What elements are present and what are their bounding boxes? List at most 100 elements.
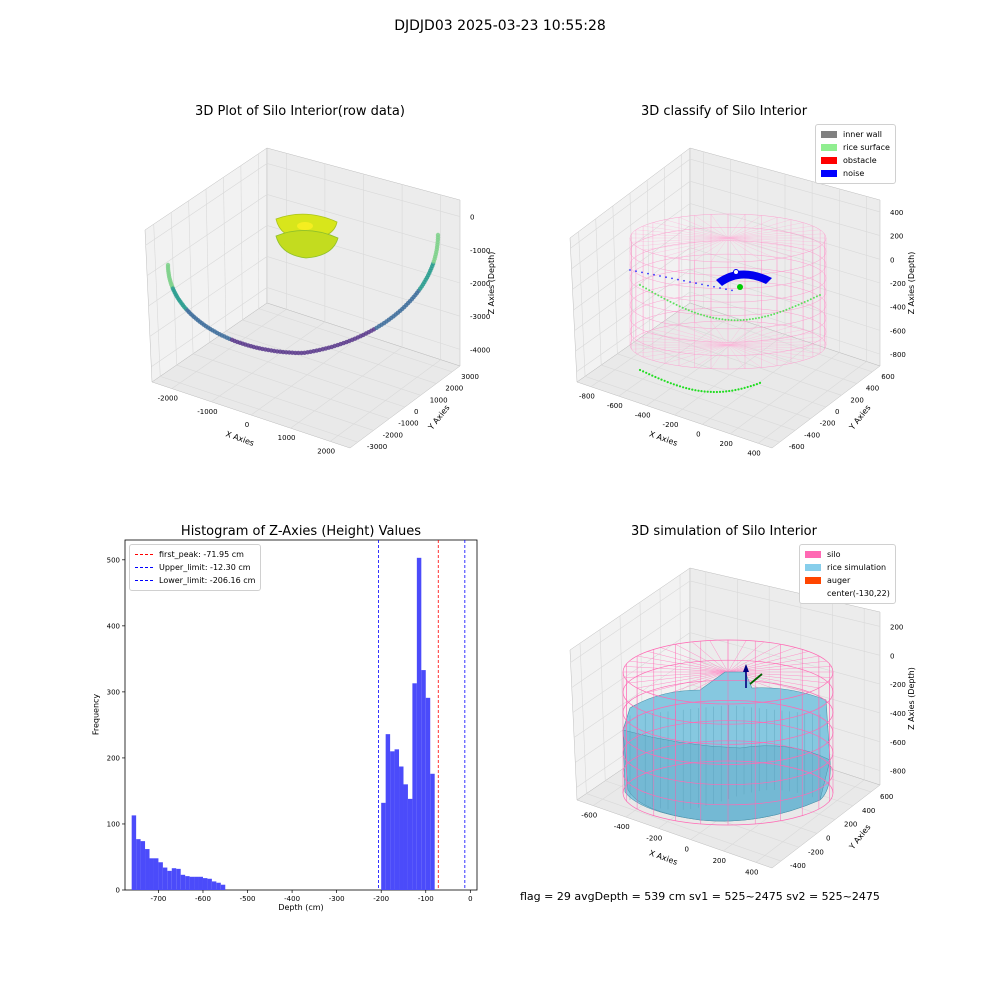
p4-silo-spoke: [727, 655, 819, 673]
p1-ztick: 0: [470, 214, 474, 222]
p2-cylinder-spoke: [727, 324, 778, 346]
p2-rice-point: [770, 313, 773, 316]
p2-rice-point: [654, 292, 657, 295]
p2-cylinder-spoke: [635, 229, 729, 239]
p2-wall-point: [712, 390, 715, 394]
histogram-bar: [211, 881, 217, 890]
p2-cylinder-spoke: [635, 336, 729, 346]
p2-rice-point: [706, 315, 709, 318]
histogram-bar: [385, 734, 391, 890]
p1-ytick: 3000: [461, 373, 479, 381]
p2-rice-point: [748, 318, 751, 321]
p2-cylinder-spoke: [727, 237, 804, 254]
histogram-xtick-label: -300: [329, 895, 345, 903]
p1-zgrid: [151, 287, 461, 368]
p2-rice-point: [800, 302, 803, 305]
p2-wall-point: [740, 387, 743, 390]
p2-wall-point: [715, 390, 719, 394]
p2-wall-point: [663, 379, 666, 382]
p2-ztick: -800: [890, 351, 906, 359]
legend-line: [135, 580, 153, 581]
legend-item-noise: noise: [821, 167, 890, 180]
p2-wall-point: [731, 389, 734, 392]
p4-silo-spoke: [727, 651, 809, 673]
p2-noise-point: [653, 273, 655, 276]
p4-xlabel: X Axies: [648, 848, 679, 867]
p4-silo-spoke: [637, 655, 729, 673]
p4-silo-spoke: [629, 660, 729, 673]
p2-xtick: -200: [663, 421, 679, 429]
legend-swatch: [805, 564, 821, 571]
p2-ztick: -200: [890, 280, 906, 288]
p2-noise-point: [713, 285, 715, 288]
histogram-bar: [381, 802, 386, 890]
p1-ygrid: [160, 376, 358, 443]
p2-cylinder-spoke: [727, 237, 825, 243]
p4-silo-spoke: [727, 641, 765, 673]
p2-cylinder-spoke: [643, 225, 729, 239]
histogram-bar: [399, 766, 404, 890]
histogram-ytick-label: 0: [116, 887, 120, 895]
p2-cylinder-spoke: [727, 329, 804, 346]
legend-swatch: [821, 131, 837, 138]
p2-rice-point: [794, 305, 797, 307]
p2-xtick: -800: [579, 393, 595, 401]
p2-rice-point: [776, 312, 779, 314]
p2-cylinder-spoke: [710, 214, 729, 239]
p2-wall-point: [697, 389, 700, 392]
legend-item-auger: auger: [805, 574, 890, 587]
p2-cylinder-spoke: [727, 344, 746, 369]
p2-rice-point: [651, 291, 654, 293]
p2-wall-point: [682, 386, 685, 389]
p2-ytick: 0: [835, 408, 839, 416]
status-footer: flag = 29 avgDepth = 539 cm sv1 = 525~24…: [520, 890, 880, 903]
p2-cylinder-spoke: [664, 344, 729, 364]
p2-zgrid: [574, 247, 881, 331]
histogram-bar: [425, 697, 431, 890]
p4-ztick: -200: [890, 681, 906, 689]
p2-cylinder-spoke: [652, 329, 729, 346]
histogram-bar: [416, 557, 422, 890]
p2-wall-point: [755, 383, 759, 386]
p2-zlabel: Z Axies (Depth): [907, 252, 916, 315]
p2-ztick: 0: [890, 256, 894, 264]
p1-cluster-highlight: [297, 222, 313, 230]
p2-cylinder-spoke: [727, 344, 792, 364]
p4-xtick: -600: [581, 812, 597, 820]
histogram-xtick-label: -700: [150, 895, 166, 903]
p4-silo-spoke: [675, 644, 729, 673]
histogram-bar: [207, 878, 212, 890]
p2-cylinder-spoke: [652, 222, 729, 239]
p2-cylinder-spoke: [710, 237, 729, 262]
p2-wall-point: [718, 390, 722, 393]
p2-rice-point: [803, 301, 806, 303]
legend-line: [135, 567, 153, 568]
panel2-legend: inner wall rice surface obstacle noise: [815, 124, 896, 184]
p4-ztick: 200: [890, 623, 903, 631]
p2-rice-point: [681, 306, 684, 309]
p4-zgrid: [572, 632, 881, 713]
histogram-bar: [153, 858, 159, 890]
p2-cylinder-spoke: [727, 222, 804, 239]
p2-wall-point: [675, 384, 679, 387]
p1-ztick: -4000: [470, 346, 490, 354]
histogram-xtick-label: -100: [418, 895, 434, 903]
histogram-xtick-label: -500: [240, 895, 256, 903]
p4-xgrid: [755, 779, 865, 863]
p2-cylinder-spoke: [727, 344, 821, 354]
p2-cylinder-spoke: [727, 229, 821, 239]
p4-ytick: 200: [844, 821, 857, 829]
p2-wall-point: [703, 390, 706, 393]
p2-zgrid: [572, 203, 881, 290]
histogram-bar: [158, 862, 163, 890]
p2-noise-point: [733, 269, 739, 275]
p2-wall-point: [734, 388, 737, 392]
p2-noise-point: [629, 269, 631, 271]
p2-rice-point: [715, 317, 718, 320]
p2-cylinder-spoke: [727, 214, 746, 239]
p2-noise-point: [719, 287, 721, 289]
p2-cylinder-spoke: [631, 344, 729, 350]
p2-wall-point: [743, 386, 746, 389]
